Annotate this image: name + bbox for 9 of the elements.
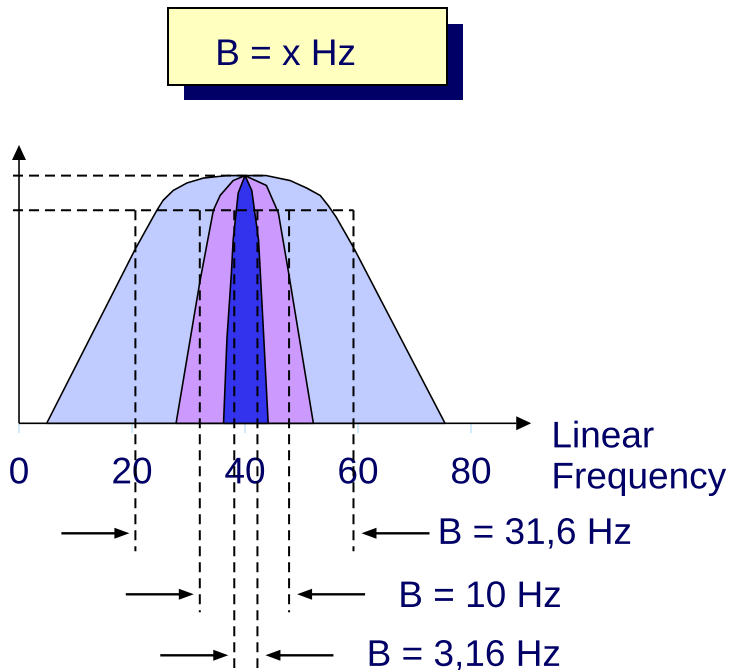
text: B = 31,6 Hz [440, 518, 630, 549]
x-tick-label: 20 [113, 458, 152, 484]
x-tick-label: 80 [452, 458, 490, 484]
x-tick-label: 60 [339, 458, 378, 484]
text: B = 10 Hz [401, 581, 560, 608]
x-tick-label: 0 [10, 458, 28, 484]
x-axis-title: Linear Frequency [554, 420, 726, 496]
chart-title: B = x Hz [218, 40, 354, 65]
x-tick-label: 40 [225, 458, 264, 484]
